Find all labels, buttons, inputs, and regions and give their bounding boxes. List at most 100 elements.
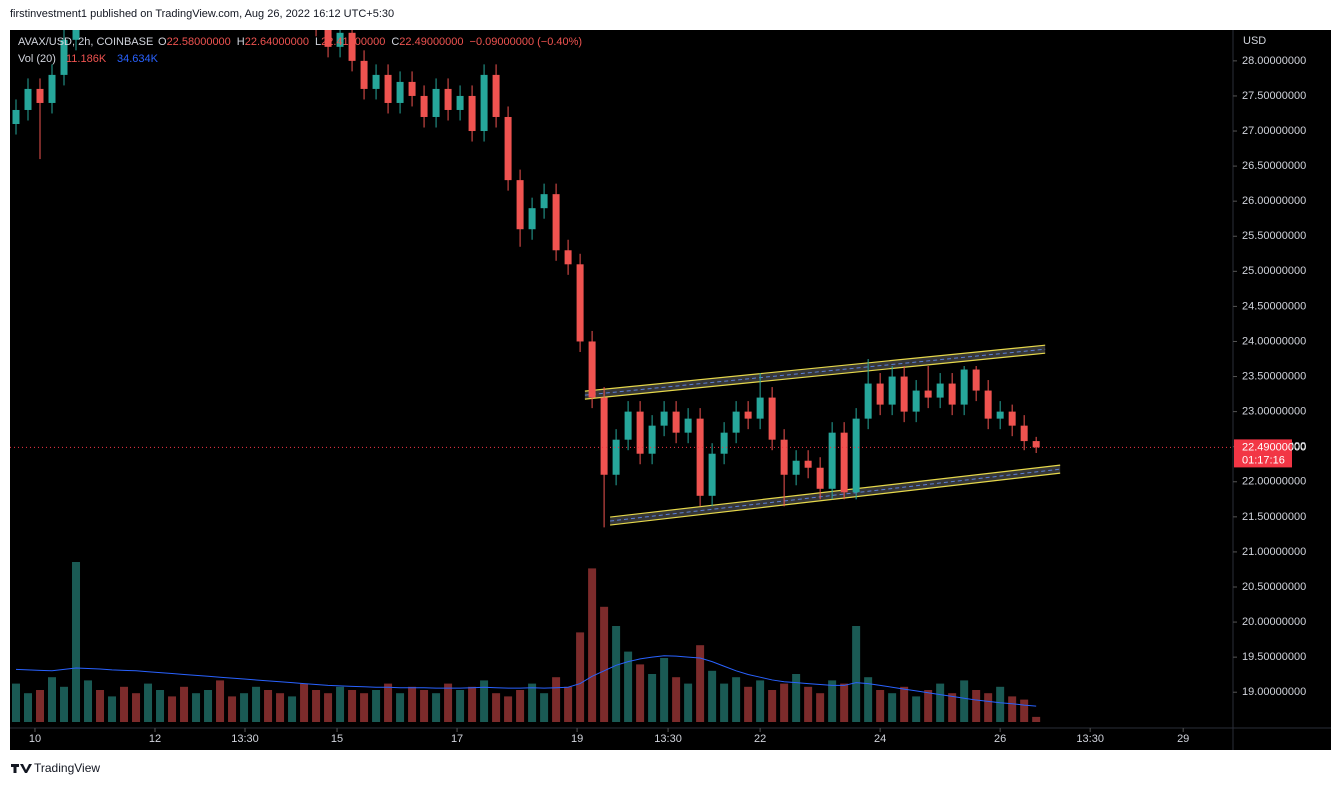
y-tick-label: 27.00000000 [1242,125,1306,137]
volume-bar [876,690,885,722]
volume-bar [276,693,285,722]
volume-bar [864,677,873,722]
volume-bar [576,632,585,722]
volume-bar [564,686,573,722]
volume-bar [828,680,837,722]
candle-body [648,425,656,454]
volume-bar [852,626,861,722]
candle-body [468,95,476,132]
volume-bar [456,690,465,722]
candle-body [744,411,752,419]
ohlc-key: O [158,36,167,48]
candle-body [804,460,812,468]
volume-bar [492,693,501,722]
candle-body [552,194,560,251]
volume-bar [480,680,489,722]
volume-bar [156,690,165,722]
y-tick-label: 28.00000000 [1242,55,1306,67]
candle-body [480,74,488,132]
volume-bar [696,645,705,722]
volume-bar [84,680,93,722]
candle-body [624,411,632,440]
volume-bar [1020,699,1029,722]
volume-bar [36,690,45,722]
volume-bar [360,693,369,722]
logo-icon [11,764,32,773]
volume-bar [96,690,105,722]
candle-body [840,432,848,493]
footer-text: TradingView [34,761,100,775]
candle-body [948,383,956,405]
volume-bar [888,693,897,722]
volume-bar [612,626,621,722]
candle-body [900,376,908,412]
last-price-box [1234,439,1292,468]
candle-body [348,32,356,61]
volume-bar [180,686,189,722]
candle-body [1008,411,1016,426]
volume-bar [708,670,717,722]
volume-bar [768,690,777,722]
volume-bar [132,693,141,722]
candle-body [588,341,596,398]
volume-bar [144,683,153,722]
ohlc-legend: O22.58000000 H22.64000000 L22.41000000 C22.… [158,36,582,48]
x-tick-label: 13:30 [231,733,259,745]
y-tick-label: 26.00000000 [1242,195,1306,207]
volume-bar [792,674,801,722]
candle-body [576,264,584,342]
volume-bar [336,686,345,722]
volume-bar [804,686,813,722]
last-price-label: 22.49000000 [1242,441,1306,453]
candle-body [816,467,824,489]
candle-body [708,453,716,496]
channel-edge [584,352,1046,400]
candle-body [432,88,440,117]
volume-bar [396,693,405,722]
ohlc-key: C [391,36,399,48]
volume-bar [984,693,993,722]
volume-bar [120,686,129,722]
y-tick-label: 19.50000000 [1242,651,1306,663]
volume-bar [528,683,537,722]
y-tick-label: 21.00000000 [1242,546,1306,558]
candle-body [684,418,692,433]
candle-body [396,81,404,103]
volume-bar [900,686,909,722]
x-tick-label: 10 [29,733,41,745]
countdown-label: 01:17:16 [1242,454,1285,466]
ohlc-value: 22.64000000 [245,36,309,48]
candle-body [265,0,272,5]
x-tick-label: 29 [1177,733,1189,745]
volume-bar [168,696,177,722]
candle-body [984,390,992,419]
volume-bar [468,686,477,722]
legend: AVAX/USD, 2h, COINBASE O22.58000000 H22.6… [18,36,582,65]
candle-body [492,74,500,117]
candle-body [876,383,884,405]
x-tick-label: 24 [874,733,886,745]
x-tick-label: 15 [331,733,343,745]
x-tick-label: 19 [571,733,583,745]
candle-body [960,369,968,405]
channel-center [584,348,1046,396]
volume-bar [780,683,789,722]
candle-body [612,439,620,475]
axis-unit: USD [1243,35,1266,47]
ohlc-value: 22.49000000 [399,36,463,48]
volume-bar [960,680,969,722]
volume-bar [672,677,681,722]
candle-body [912,390,920,412]
x-tick-label: 22 [754,733,766,745]
x-tick-label: 26 [994,733,1006,745]
candle-body [324,30,332,47]
y-tick-label: 24.50000000 [1242,300,1306,312]
volume-bar [516,690,525,722]
y-tick-label: 22.00000000 [1242,476,1306,488]
candle-body [384,74,392,103]
x-tick-label: 13:30 [1076,733,1104,745]
ohlc-value: 22.58000000 [167,36,231,48]
x-tick-label: 17 [451,733,463,745]
candle-body [660,411,668,426]
